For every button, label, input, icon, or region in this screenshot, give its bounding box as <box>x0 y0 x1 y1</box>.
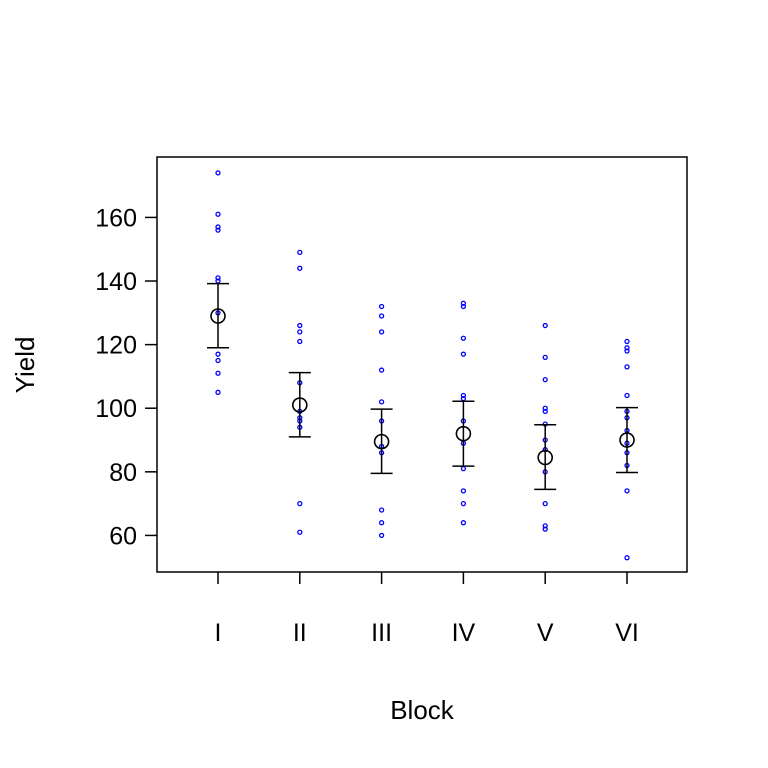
data-point <box>215 370 221 376</box>
data-point <box>542 405 548 411</box>
x-tick-label: I <box>215 619 222 647</box>
data-point <box>624 555 630 561</box>
data-points <box>215 170 630 561</box>
data-point <box>378 313 385 319</box>
x-axis: I II III IV V VI <box>215 572 639 647</box>
data-point <box>297 529 303 535</box>
data-point <box>215 357 221 364</box>
mean-marker <box>455 425 472 442</box>
data-point <box>460 351 467 357</box>
data-point <box>297 322 303 329</box>
data-point <box>215 351 221 357</box>
data-point <box>624 345 630 351</box>
data-point <box>378 520 385 526</box>
data-point <box>624 364 630 370</box>
data-point <box>542 523 548 529</box>
y-tick-label: 120 <box>95 332 137 360</box>
x-tick-label: II <box>293 619 307 647</box>
data-point <box>378 507 385 513</box>
data-point <box>542 322 548 329</box>
data-point <box>378 399 385 405</box>
y-tick-label: 100 <box>95 395 137 423</box>
data-point <box>542 354 548 360</box>
y-tick-label: 80 <box>109 459 137 487</box>
mean-marker <box>291 397 308 413</box>
data-point <box>624 488 630 494</box>
data-point <box>215 170 221 176</box>
data-point <box>215 224 221 230</box>
data-point <box>460 300 467 306</box>
data-point <box>215 211 221 217</box>
x-tick-label: VI <box>615 619 639 647</box>
data-point <box>624 348 630 354</box>
data-point <box>378 367 385 373</box>
x-tick-label: V <box>537 619 554 647</box>
data-point <box>460 465 467 472</box>
y-tick-label: 60 <box>109 522 137 550</box>
data-point <box>542 408 548 415</box>
data-point <box>542 376 548 383</box>
data-point <box>460 392 467 399</box>
mean-marker <box>619 432 635 448</box>
data-point <box>297 500 303 507</box>
data-point <box>624 338 630 345</box>
data-point <box>297 265 303 271</box>
data-point <box>215 227 221 233</box>
data-point <box>215 389 221 395</box>
data-point <box>460 335 467 341</box>
data-point <box>460 500 467 507</box>
y-axis: 60 80 100 120 140 160 <box>95 204 157 550</box>
mean-marker <box>537 449 554 466</box>
data-point <box>460 488 467 494</box>
x-axis-title: Block <box>390 695 455 725</box>
data-point <box>297 249 303 256</box>
data-point <box>297 329 303 335</box>
data-point <box>460 396 467 402</box>
y-tick-label: 140 <box>95 268 137 296</box>
mean-markers <box>207 282 638 491</box>
data-point <box>215 278 221 284</box>
data-point <box>378 532 385 539</box>
y-tick-label: 160 <box>95 204 137 232</box>
data-point <box>460 520 467 526</box>
data-point <box>460 303 467 310</box>
x-tick-label: IV <box>452 619 476 647</box>
mean-marker <box>210 308 226 324</box>
data-point <box>624 392 630 399</box>
y-axis-title: Yield <box>10 337 40 394</box>
data-point <box>542 526 548 532</box>
data-point <box>542 500 548 507</box>
data-point <box>378 303 385 310</box>
plot-frame <box>156 156 688 573</box>
data-point <box>378 329 385 335</box>
data-point <box>297 338 303 345</box>
mean-marker <box>373 433 390 450</box>
x-tick-label: III <box>371 619 392 647</box>
data-point <box>215 275 221 281</box>
